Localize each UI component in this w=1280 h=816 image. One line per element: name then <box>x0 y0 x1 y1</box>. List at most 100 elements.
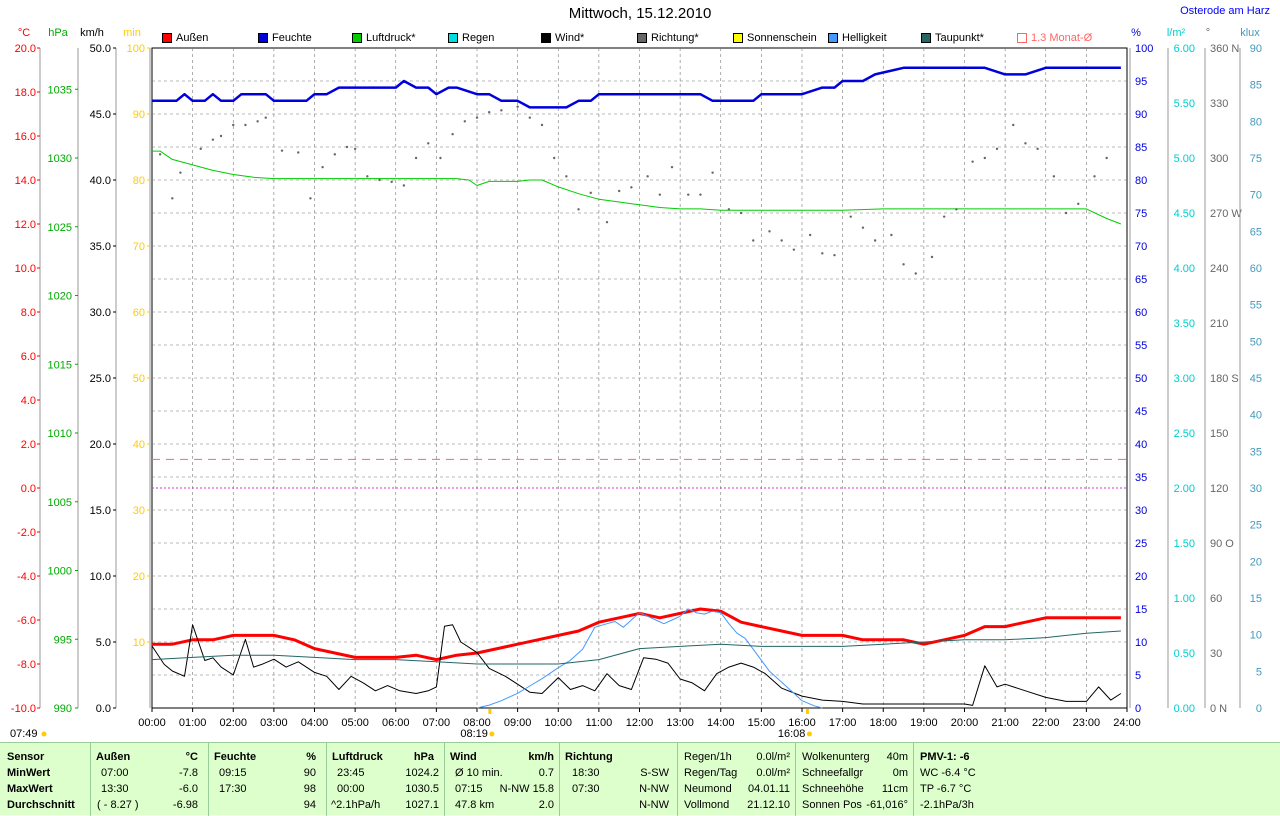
richtung-point <box>646 175 649 178</box>
regen-row1-val: 0.0l/m² <box>756 767 790 779</box>
richtung-point <box>475 116 479 119</box>
humidity-tick-label: 75 <box>1135 208 1147 220</box>
aussen-header: Außen <box>96 751 131 763</box>
temp-tick-label: -4.0 <box>17 571 36 583</box>
humidity-tick-label: 0 <box>1135 703 1141 715</box>
luftdruck-min-val: 1024.2 <box>405 767 439 779</box>
temp-tick-label: 0.0 <box>21 483 36 495</box>
wind-row1-a: Ø 10 min. <box>455 767 503 779</box>
sun-tick-label: 60 <box>133 307 145 319</box>
pressure-tick-label: 995 <box>54 634 72 646</box>
richtung-point <box>873 239 877 242</box>
light-tick-label: 60 <box>1250 263 1262 275</box>
regen-row1-label: Regen/Tag <box>684 767 738 779</box>
rain-tick-label: 5.50 <box>1174 98 1195 110</box>
richtung-point <box>914 272 917 275</box>
chart-title: Mittwoch, 15.12.2010 <box>568 5 712 22</box>
x-tick-label: 21:00 <box>991 717 1019 729</box>
x-tick-label: 24:00 <box>1113 717 1141 729</box>
aussen-min-val: -7.8 <box>179 767 198 779</box>
legend-label: Regen <box>462 32 495 44</box>
richtung-point <box>199 147 202 151</box>
pressure-tick-label: 1030 <box>48 153 72 165</box>
direction-tick-label: 60 <box>1210 593 1222 605</box>
legend-label: Wind* <box>555 32 585 44</box>
luftdruck-max-time: 00:00 <box>337 783 365 795</box>
regen-row3-label: Vollmond <box>684 799 730 811</box>
temp-tick-label: 18.0 <box>15 87 36 99</box>
richtung-row3-b: N-NW <box>639 799 669 811</box>
richtung-point <box>219 134 223 138</box>
legend-item: Regen <box>448 31 494 45</box>
light-tick-label: 5 <box>1256 666 1262 678</box>
legend-item: Luftdruck* <box>352 31 416 45</box>
light-tick-label: 0 <box>1256 703 1262 715</box>
richtung-point <box>211 138 215 141</box>
richtung-point <box>902 263 905 266</box>
richtung-point <box>366 175 369 178</box>
legend-label: Sonnenschein <box>747 32 817 44</box>
wind-header: Wind <box>450 751 477 763</box>
humidity-tick-label: 45 <box>1135 406 1147 418</box>
richtung-point <box>821 252 824 255</box>
richtung-point <box>752 239 755 242</box>
x-tick-label: 20:00 <box>951 717 979 729</box>
temp-tick-label: 12.0 <box>15 219 36 231</box>
wind-tick-label: 0.0 <box>96 703 111 715</box>
richtung-point <box>451 132 454 136</box>
sun-tick-label: 90 <box>133 109 145 121</box>
richtung-point <box>565 175 568 178</box>
sun-tick-label: 40 <box>133 439 145 451</box>
richtung-point <box>780 239 783 242</box>
richtung-point <box>540 123 544 127</box>
temp-tick-label: -8.0 <box>17 659 36 671</box>
sunset-sun-icon <box>806 731 812 737</box>
temp-tick-label: 10.0 <box>15 263 36 275</box>
x-tick-label: 11:00 <box>586 717 613 729</box>
col-wolken: Wolkenunterg 40m Schneefallgr 0m Schneeh… <box>795 743 913 816</box>
richtung-point <box>280 149 284 152</box>
x-tick-label: 02:00 <box>219 717 247 729</box>
richtung-point <box>244 123 247 127</box>
wind-row1-b: 0.7 <box>538 767 554 779</box>
aussen-avg-val: -6.98 <box>172 799 198 811</box>
richtung-point <box>552 156 556 160</box>
legend-label: Außen <box>176 32 209 44</box>
legend-item: Taupunkt* <box>921 31 984 45</box>
feuchte-unit: % <box>306 751 316 763</box>
richtung-point <box>309 197 312 200</box>
wind-row3-a: 47.8 km <box>455 799 495 811</box>
wind-tick-label: 30.0 <box>90 307 111 319</box>
feuchte-min-val: 90 <box>303 767 316 779</box>
series-luftdruck-line <box>152 150 1122 225</box>
humidity-tick-label: 35 <box>1135 472 1147 484</box>
aussen-max-val: -6.0 <box>179 783 198 795</box>
richtung-point <box>995 147 999 151</box>
humidity-tick-label: 100 <box>1135 43 1153 55</box>
wind-unit-label: km/h <box>80 27 104 39</box>
richtung-point <box>414 156 418 160</box>
rain-tick-label: 1.00 <box>1174 593 1195 605</box>
richtung-point <box>256 120 259 123</box>
pmv-row1: WC -6.4 °C <box>920 767 976 779</box>
x-tick-label: 03:00 <box>260 717 288 729</box>
wind-tick-label: 25.0 <box>90 373 111 385</box>
legend-label: Taupunkt* <box>935 32 984 44</box>
aussen-max-time: 13:30 <box>101 783 129 795</box>
richtung-point <box>378 178 381 182</box>
light-tick-label: 65 <box>1250 226 1262 238</box>
wolken-row1-val: 0m <box>892 767 908 779</box>
light-tick-label: 10 <box>1250 630 1262 642</box>
legend-swatch <box>1017 33 1027 43</box>
luftdruck-min-time: 23:45 <box>337 767 365 779</box>
richtung-row1-a: 18:30 <box>572 767 600 779</box>
regen-row3-val: 21.12.10 <box>747 799 790 811</box>
sensor-max: MaxWert <box>7 783 53 795</box>
sunrise-sun-icon <box>489 731 495 737</box>
sun-tick-label: 80 <box>133 175 145 187</box>
wind-row3-b: 2.0 <box>538 799 554 811</box>
humidity-tick-label: 40 <box>1135 439 1147 451</box>
light-tick-label: 45 <box>1250 373 1262 385</box>
aussen-min-time: 07:00 <box>101 767 129 779</box>
x-tick-label: 05:00 <box>341 717 369 729</box>
